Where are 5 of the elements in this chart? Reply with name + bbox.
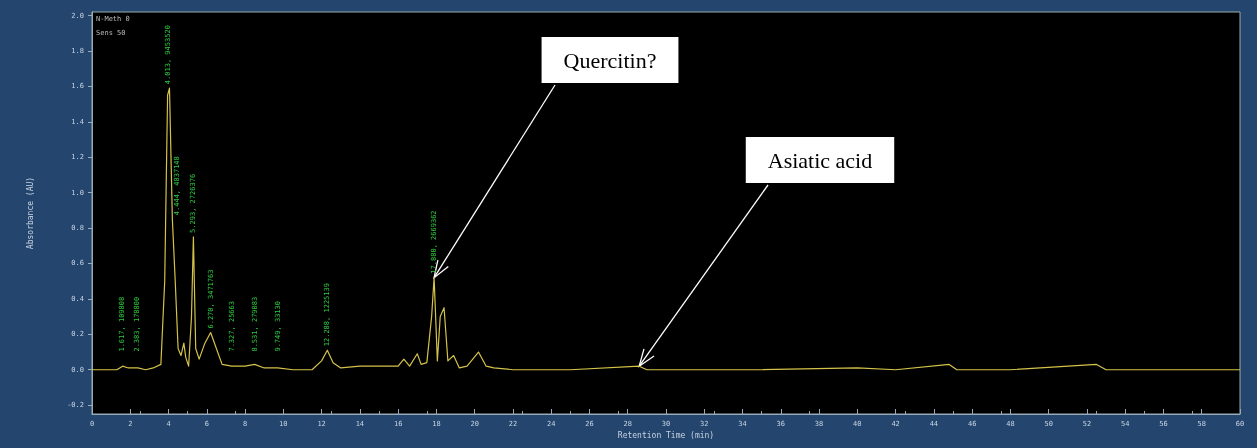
y-axis-title: Absorbance (AU) (25, 176, 35, 250)
line-series (91, 87, 1241, 371)
annotation: Quercitin? (563, 47, 657, 73)
x-axis-title: Retention Time (min) (617, 431, 715, 441)
annotation: Asiatic acid (767, 147, 873, 173)
